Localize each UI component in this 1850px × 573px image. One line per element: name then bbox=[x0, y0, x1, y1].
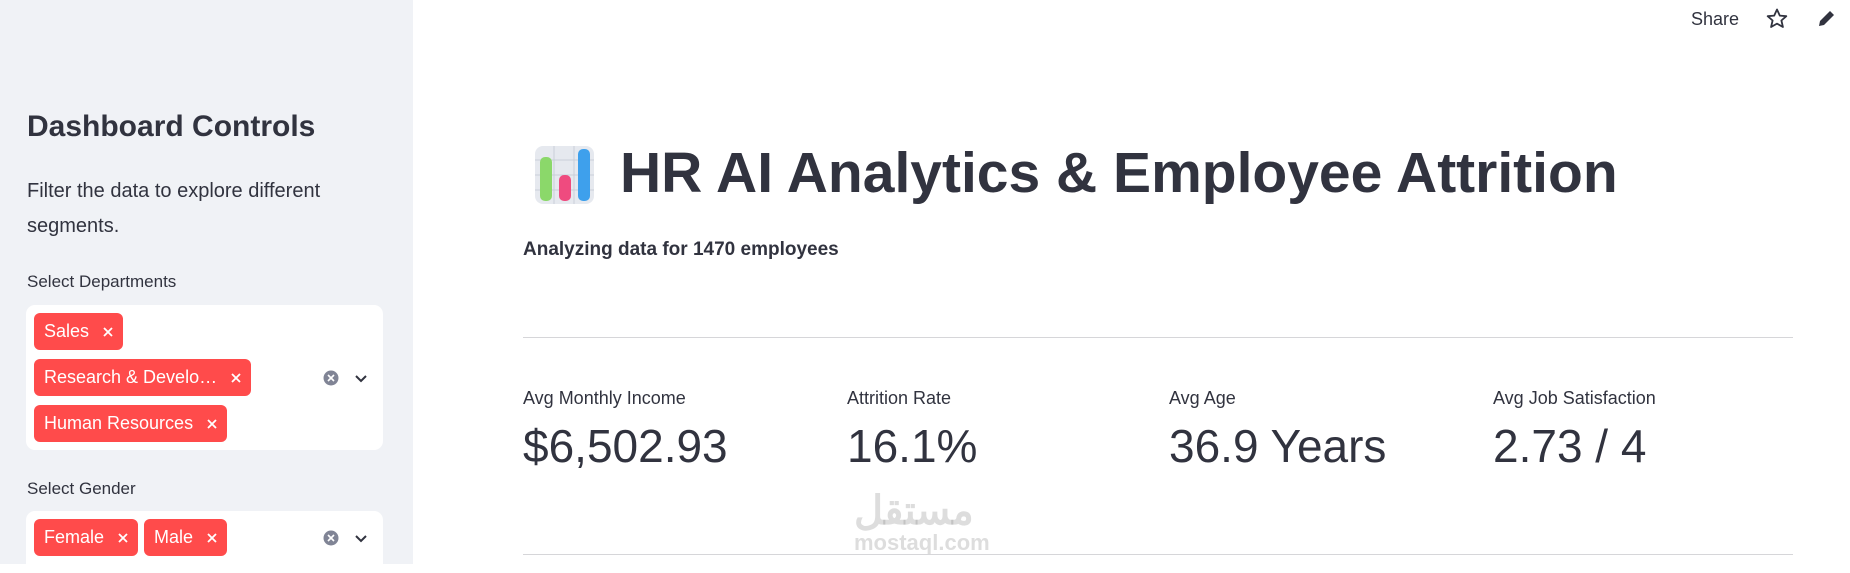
tag-list: Sales Research & Develo… Human Resources bbox=[34, 313, 304, 442]
select-icons bbox=[323, 370, 369, 386]
multiselect[interactable]: Female Male bbox=[26, 511, 383, 573]
remove-icon[interactable] bbox=[207, 418, 217, 429]
clear-icon[interactable] bbox=[323, 370, 339, 386]
chevron-icon[interactable] bbox=[353, 370, 369, 386]
tag-text: Male bbox=[154, 527, 194, 547]
tag[interactable]: Female bbox=[34, 519, 139, 556]
multiselect[interactable]: Sales Research & Develo… Human Resources bbox=[26, 305, 383, 450]
metric-value: $6,502.93 bbox=[523, 420, 728, 472]
star-icon[interactable] bbox=[1765, 7, 1789, 31]
remove-icon[interactable] bbox=[118, 532, 128, 543]
clear-icon[interactable] bbox=[323, 530, 339, 546]
metric-label: Attrition Rate bbox=[847, 388, 952, 408]
tag-text: Sales bbox=[44, 321, 90, 341]
metric-value: 2.73 / 4 bbox=[1493, 420, 1647, 472]
metric-value: 36.9 Years bbox=[1169, 420, 1387, 472]
tag[interactable]: Sales bbox=[34, 313, 124, 350]
tag-text: Human Resources bbox=[44, 413, 194, 433]
filter-label: Select Gender bbox=[27, 479, 136, 498]
sidebar: Dashboard Controls Filter the data to ex… bbox=[0, 0, 413, 573]
remove-icon[interactable] bbox=[207, 532, 217, 543]
metric: Avg Monthly Income $6,502.93 bbox=[523, 388, 843, 473]
tag-text: Research & Develo… bbox=[44, 367, 218, 387]
metric: Attrition Rate 16.1% bbox=[847, 388, 1167, 473]
share-button[interactable]: Share bbox=[1691, 9, 1740, 29]
divider bbox=[523, 554, 1793, 555]
metric-label: Avg Monthly Income bbox=[523, 388, 686, 408]
tag[interactable]: Male bbox=[144, 519, 228, 556]
metric-label: Avg Job Satisfaction bbox=[1493, 388, 1656, 408]
divider bbox=[523, 337, 1793, 338]
remove-icon[interactable] bbox=[103, 326, 113, 337]
subtitle: Analyzing data for 1470 employees bbox=[523, 239, 839, 260]
sidebar-description: Filter the data to explore different seg… bbox=[27, 180, 321, 237]
page-title: HR AI Analytics & Employee Attrition bbox=[620, 141, 1618, 205]
select-icons bbox=[323, 530, 369, 546]
tag[interactable]: Research & Develo… bbox=[34, 359, 252, 396]
watermark-arabic: مستقل bbox=[854, 489, 974, 533]
chevron-icon[interactable] bbox=[353, 530, 369, 546]
remove-icon[interactable] bbox=[231, 372, 241, 383]
metric-value: 16.1% bbox=[847, 420, 978, 472]
tag-text: Female bbox=[44, 527, 105, 547]
metric: Avg Job Satisfaction 2.73 / 4 bbox=[1493, 388, 1813, 473]
watermark-latin: mostaql.com bbox=[854, 530, 990, 555]
chart-emoji bbox=[535, 146, 594, 204]
edit-icon[interactable] bbox=[1815, 8, 1837, 30]
metric-label: Avg Age bbox=[1169, 388, 1236, 408]
metric: Avg Age 36.9 Years bbox=[1169, 388, 1489, 473]
tag[interactable]: Human Resources bbox=[34, 405, 228, 442]
tag-list: Female Male bbox=[34, 519, 304, 556]
filter-label: Select Departments bbox=[27, 272, 177, 291]
sidebar-title: Dashboard Controls bbox=[27, 110, 316, 143]
